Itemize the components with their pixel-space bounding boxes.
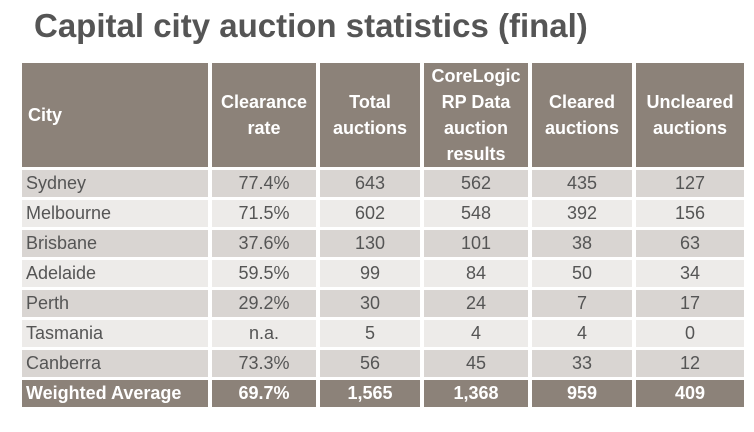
header-uncleared-auctions: Uncleared auctions (636, 63, 744, 167)
cell-city: Tasmania (22, 320, 208, 347)
table-row: Sydney 77.4% 643 562 435 127 (22, 170, 744, 197)
cell-clearance-rate: 29.2% (212, 290, 316, 317)
table-row: Melbourne 71.5% 602 548 392 156 (22, 200, 744, 227)
cell-cleared-auctions: 33 (532, 350, 632, 377)
header-city: City (22, 63, 208, 167)
cell-city: Brisbane (22, 230, 208, 257)
cell-clearance-rate: 71.5% (212, 200, 316, 227)
table-row: Adelaide 59.5% 99 84 50 34 (22, 260, 744, 287)
cell-total-auctions: 56 (320, 350, 420, 377)
cell-total-auctions: 643 (320, 170, 420, 197)
page-title: Capital city auction statistics (final) (34, 7, 588, 44)
cell-cleared-auctions: 435 (532, 170, 632, 197)
cell-city: Adelaide (22, 260, 208, 287)
header-total-auctions: Total auctions (320, 63, 420, 167)
cell-uncleared-auctions: 17 (636, 290, 744, 317)
header-cleared-auctions: Cleared auctions (532, 63, 632, 167)
weighted-average-row: Weighted Average 69.7% 1,565 1,368 959 4… (22, 380, 744, 407)
cell-cleared-auctions: 4 (532, 320, 632, 347)
cell-cleared-auctions: 959 (532, 380, 632, 407)
cell-total-auctions: 602 (320, 200, 420, 227)
cell-uncleared-auctions: 409 (636, 380, 744, 407)
cell-total-auctions: 30 (320, 290, 420, 317)
cell-city: Weighted Average (22, 380, 208, 407)
cell-city: Perth (22, 290, 208, 317)
cell-corelogic-results: 1,368 (424, 380, 528, 407)
cell-corelogic-results: 24 (424, 290, 528, 317)
cell-city: Sydney (22, 170, 208, 197)
cell-city: Melbourne (22, 200, 208, 227)
cell-uncleared-auctions: 12 (636, 350, 744, 377)
cell-corelogic-results: 548 (424, 200, 528, 227)
cell-clearance-rate: n.a. (212, 320, 316, 347)
table-row: Canberra 73.3% 56 45 33 12 (22, 350, 744, 377)
auction-statistics-table: City Clearance rate Total auctions CoreL… (18, 60, 748, 410)
cell-total-auctions: 1,565 (320, 380, 420, 407)
cell-corelogic-results: 101 (424, 230, 528, 257)
cell-uncleared-auctions: 34 (636, 260, 744, 287)
table-row: Tasmania n.a. 5 4 4 0 (22, 320, 744, 347)
cell-corelogic-results: 45 (424, 350, 528, 377)
cell-uncleared-auctions: 127 (636, 170, 744, 197)
cell-uncleared-auctions: 0 (636, 320, 744, 347)
cell-uncleared-auctions: 63 (636, 230, 744, 257)
cell-cleared-auctions: 50 (532, 260, 632, 287)
table-row: Perth 29.2% 30 24 7 17 (22, 290, 744, 317)
cell-corelogic-results: 562 (424, 170, 528, 197)
cell-clearance-rate: 77.4% (212, 170, 316, 197)
cell-total-auctions: 130 (320, 230, 420, 257)
cell-cleared-auctions: 38 (532, 230, 632, 257)
cell-corelogic-results: 4 (424, 320, 528, 347)
cell-city: Canberra (22, 350, 208, 377)
cell-cleared-auctions: 7 (532, 290, 632, 317)
cell-total-auctions: 5 (320, 320, 420, 347)
cell-clearance-rate: 59.5% (212, 260, 316, 287)
cell-total-auctions: 99 (320, 260, 420, 287)
table-row: Brisbane 37.6% 130 101 38 63 (22, 230, 744, 257)
cell-clearance-rate: 73.3% (212, 350, 316, 377)
table-header-row: City Clearance rate Total auctions CoreL… (22, 63, 744, 167)
header-corelogic-results: CoreLogic RP Data auction results (424, 63, 528, 167)
cell-clearance-rate: 37.6% (212, 230, 316, 257)
cell-corelogic-results: 84 (424, 260, 528, 287)
cell-uncleared-auctions: 156 (636, 200, 744, 227)
cell-clearance-rate: 69.7% (212, 380, 316, 407)
cell-cleared-auctions: 392 (532, 200, 632, 227)
header-clearance-rate: Clearance rate (212, 63, 316, 167)
